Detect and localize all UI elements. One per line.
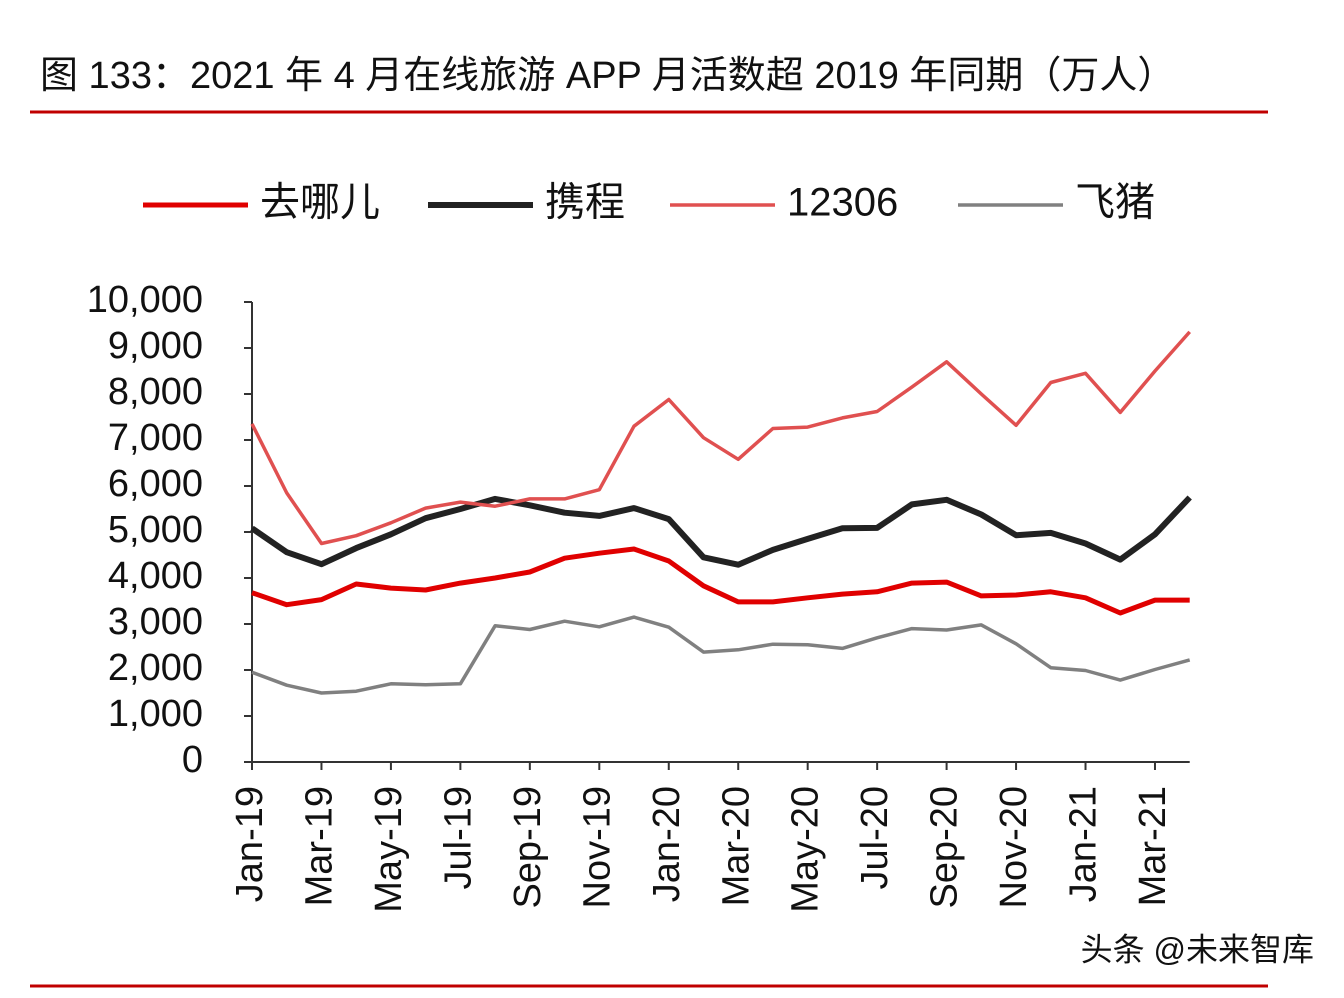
chart-title: 图 133：2021 年 4 月在线旅游 APP 月活数超 2019 年同期（万… (40, 55, 1175, 97)
y-tick-label: 1,000 (108, 693, 203, 735)
y-tick-label: 9,000 (108, 325, 203, 367)
x-tick-label: Sep-20 (924, 786, 966, 909)
legend-label: 12306 (787, 181, 898, 225)
legend-label: 携程 (545, 181, 625, 225)
series-line (250, 495, 1192, 568)
x-tick-label: May-19 (368, 786, 410, 913)
legend-label: 飞猪 (1075, 181, 1155, 225)
x-tick-label: Jul-20 (854, 786, 896, 890)
y-tick-label: 0 (182, 739, 203, 781)
y-tick-label: 5,000 (108, 509, 203, 551)
y-tick-label: 10,000 (87, 279, 203, 321)
series-line (251, 546, 1190, 616)
legend-label: 去哪儿 (260, 181, 380, 225)
x-tick-label: Sep-19 (507, 786, 549, 909)
x-tick-label: Jan-20 (646, 786, 688, 902)
y-tick-label: 7,000 (108, 417, 203, 459)
x-tick-label: May-20 (785, 786, 827, 913)
x-tick-label: Jul-19 (437, 786, 479, 890)
x-tick-label: Mar-20 (715, 786, 757, 906)
y-tick-label: 4,000 (108, 555, 203, 597)
y-tick-label: 2,000 (108, 647, 203, 689)
y-tick-label: 8,000 (108, 371, 203, 413)
x-tick-label: Nov-20 (993, 786, 1035, 909)
x-tick-label: Mar-19 (298, 786, 340, 906)
x-tick-label: Nov-19 (576, 786, 618, 909)
y-tick-label: 3,000 (108, 601, 203, 643)
y-tick-label: 6,000 (108, 463, 203, 505)
series-line (251, 615, 1191, 695)
x-tick-label: Mar-21 (1132, 786, 1174, 906)
x-tick-label: Jan-19 (229, 786, 271, 902)
x-tick-label: Jan-21 (1063, 786, 1105, 902)
series-line (250, 330, 1192, 546)
watermark: 头条 @未来智库 (1081, 931, 1314, 967)
